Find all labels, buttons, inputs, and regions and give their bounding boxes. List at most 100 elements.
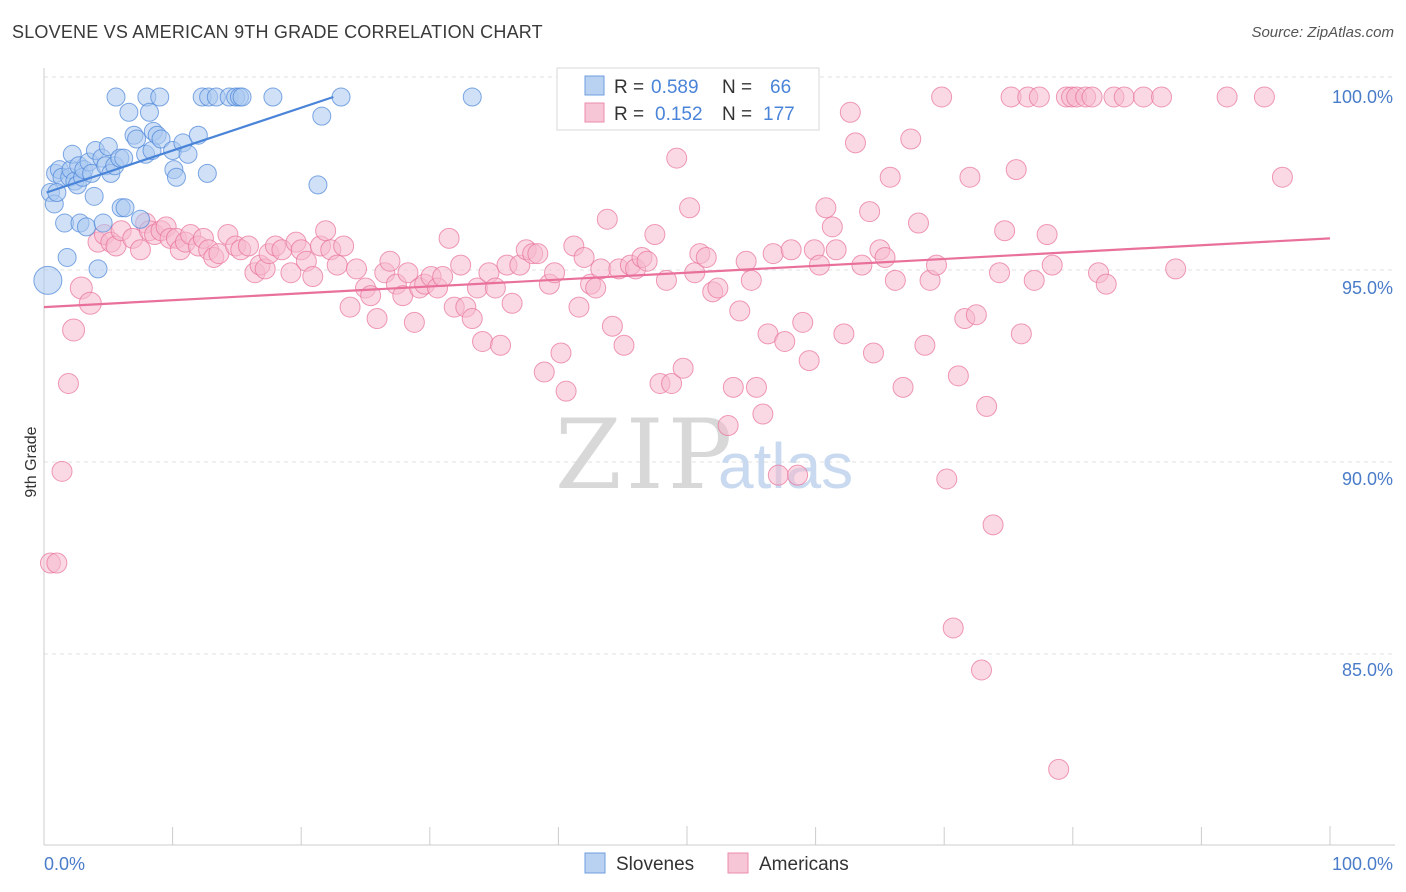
legend-n-value-2: 177 [763,104,795,125]
americans-point [379,250,401,272]
americans-point [550,342,572,364]
americans-point [859,201,881,223]
slovenes-point [127,129,147,149]
americans-point [339,296,361,318]
americans-point [1048,758,1070,780]
americans-point [947,365,969,387]
slovenes-point [166,167,186,187]
americans-point [851,254,873,276]
americans-point [821,216,843,238]
americans-point [862,342,884,364]
grid-layer [44,76,1395,655]
americans-point [994,220,1016,242]
americans-point [982,514,1004,536]
slovenes-point [88,259,108,279]
watermark: ZIP atlas [555,399,853,511]
slovenes-point [93,213,113,233]
americans-point [472,330,494,352]
y-tick-label: 100.0% [1332,87,1393,107]
slovenes-point [151,129,171,149]
bottom-legend-swatch-slovenes [584,852,606,874]
americans-point [907,212,929,234]
americans-point [397,262,419,284]
americans-point [762,243,784,265]
americans-point [792,311,814,333]
americans-point [839,101,861,123]
americans-point [900,128,922,150]
americans-point [780,239,802,261]
americans-point [1028,86,1050,108]
top-legend: R = 0.589 N = 66 R = 0.152 N = 177 [556,67,820,131]
americans-point [544,262,566,284]
trend-layer [43,95,1331,309]
americans-point [722,376,744,398]
americans-point [672,357,694,379]
legend-swatch-slovenes [584,75,605,96]
legend-n-value-1: 66 [770,77,791,98]
americans-point [438,227,460,249]
americans-point [942,617,964,639]
x-tick-label: 0.0% [44,854,85,874]
x-tick-label: 100.0% [1332,854,1393,874]
americans-point [695,246,717,268]
americans-point [237,235,259,257]
americans-point [51,460,73,482]
slovenes-point [76,217,96,237]
americans-point [644,224,666,246]
slovenes-point [33,265,63,295]
americans-point [825,239,847,261]
americans-point [568,296,590,318]
slovenes-point [84,186,104,206]
americans-point [1041,254,1063,276]
legend-r-value-1: 0.589 [651,77,699,98]
americans-point [555,380,577,402]
americans-point [936,468,958,490]
americans-point [403,311,425,333]
americans-point [601,315,623,337]
americans-point [450,254,472,276]
slovenes-point [462,87,482,107]
slovenes-point [308,175,328,195]
americans-point [1165,258,1187,280]
americans-point [1036,224,1058,246]
slovenes-point [150,87,170,107]
tick-layer: 100.0% 95.0% 90.0% 85.0% 0.0% 100.0% [44,87,1393,874]
americans-point [959,166,981,188]
americans-point [46,552,68,574]
americans-point [844,132,866,154]
americans-point [1253,86,1275,108]
americans-point [1133,86,1155,108]
y-tick-label: 85.0% [1342,660,1393,680]
americans-point [833,323,855,345]
americans-point [585,277,607,299]
slovenes-point [115,198,135,218]
bottom-legend-label-americans: Americans [759,854,849,875]
slovenes-point [98,137,118,157]
slovenes-point [119,102,139,122]
americans-point [661,373,683,394]
watermark-atlas: atlas [718,430,853,502]
slovenes-point [263,87,283,107]
americans-point [655,269,677,291]
americans-point [874,246,896,268]
americans-point [970,659,992,681]
americans-point [931,86,953,108]
slovenes-point [197,163,217,183]
americans-point [787,464,809,486]
americans-point [767,464,789,486]
americans-point [1081,86,1103,108]
y-axis-label: 9th Grade [23,426,40,497]
americans-point [879,166,901,188]
americans-point [892,376,914,398]
americans-point [333,235,355,257]
americans-point [988,262,1010,284]
chart-source: Source: ZipAtlas.com [1251,24,1394,41]
americans-point [752,403,774,425]
americans-point [596,208,618,230]
americans-point [613,334,635,356]
americans-point [527,243,549,265]
legend-swatch-americans [584,102,605,123]
bottom-legend-swatch-americans [727,852,749,874]
americans-point [798,350,820,372]
